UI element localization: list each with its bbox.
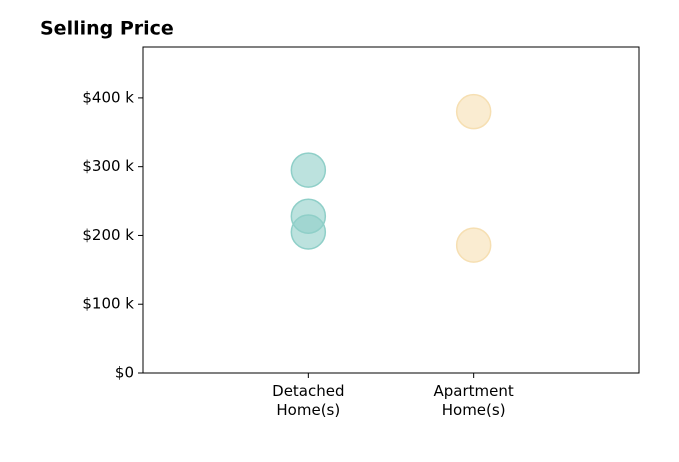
y-tick-label: $200 k <box>82 226 134 244</box>
point <box>455 93 492 130</box>
y-tick-label: $100 k <box>82 295 134 313</box>
x-tick-label: Apartment Home(s) <box>433 382 514 419</box>
x-tick-label: Detached Home(s) <box>272 382 345 419</box>
y-tick-label: $400 k <box>82 88 134 106</box>
point <box>290 214 327 250</box>
y-tick-label: $300 k <box>82 157 134 175</box>
point <box>455 227 492 263</box>
point <box>290 152 327 188</box>
plot-frame <box>142 46 640 374</box>
chart-title: Selling Price <box>40 18 174 40</box>
y-tick-label: $0 <box>115 364 134 382</box>
